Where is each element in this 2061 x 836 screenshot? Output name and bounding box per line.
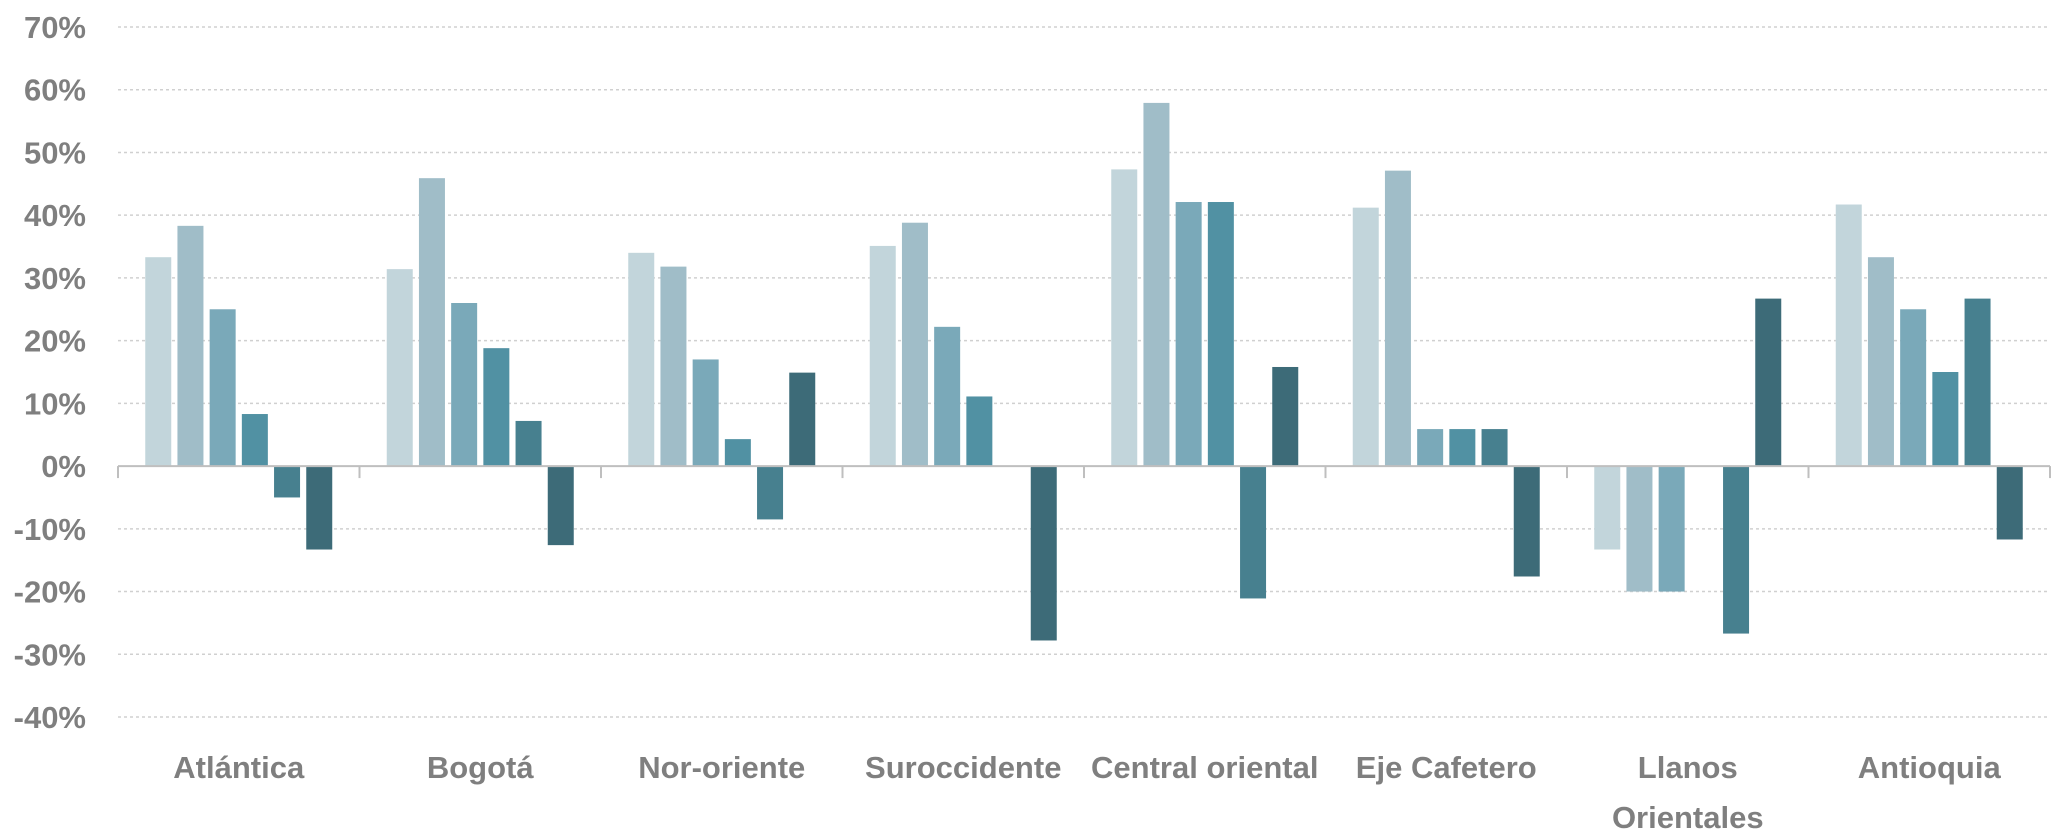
bar	[789, 372, 816, 467]
bar	[274, 466, 301, 498]
bar	[1384, 170, 1411, 467]
bar	[1352, 207, 1379, 467]
bar	[483, 348, 510, 467]
bar	[660, 266, 687, 467]
bar	[934, 326, 961, 467]
bar	[1964, 298, 1991, 467]
bar	[515, 420, 542, 467]
bar	[547, 466, 574, 546]
bar	[1030, 466, 1057, 641]
bar	[306, 466, 333, 550]
y-tick-label: -10%	[14, 512, 86, 547]
bar	[692, 359, 719, 467]
bar	[1835, 204, 1862, 467]
x-axis-category-labels: Atlántica Bogotá Nor-oriente Suroccidente Ce…	[173, 750, 2001, 835]
x-category-label: Nor-oriente	[638, 750, 805, 785]
bar	[724, 439, 751, 467]
bar	[241, 414, 268, 467]
bar	[145, 257, 172, 467]
y-tick-label: 40%	[24, 198, 86, 233]
bar	[1143, 102, 1170, 467]
bar	[1626, 466, 1653, 592]
bar	[451, 303, 478, 467]
bar	[1449, 429, 1476, 467]
bar	[1932, 372, 1959, 467]
bar	[628, 252, 655, 467]
bar	[1513, 466, 1540, 577]
x-category-label: Suroccidente	[865, 750, 1061, 785]
x-axis	[117, 465, 2051, 479]
bar	[177, 225, 204, 467]
bar	[418, 178, 445, 467]
x-category-label: Antioquia	[1858, 750, 2002, 785]
y-tick-label: -20%	[14, 575, 86, 610]
bar	[1207, 202, 1234, 467]
y-tick-label: 20%	[24, 324, 86, 359]
x-category-label: Orientales	[1612, 800, 1764, 835]
bar	[209, 309, 236, 467]
bar	[1996, 466, 2023, 540]
y-tick-label: 70%	[24, 10, 86, 45]
x-category-label: Llanos	[1638, 750, 1738, 785]
x-category-label: Central oriental	[1091, 750, 1318, 785]
bar	[1481, 429, 1508, 467]
y-axis-tick-labels: 70% 60% 50% 40% 30% 20% 10% 0% -10% -20% -30% -40%	[14, 10, 86, 735]
bar	[1111, 169, 1138, 467]
bar	[1723, 466, 1750, 634]
y-tick-label: 10%	[24, 386, 86, 421]
x-category-label: Atlántica	[173, 750, 305, 785]
bar	[1175, 202, 1202, 467]
y-tick-label: 60%	[24, 73, 86, 108]
bar	[1272, 366, 1299, 467]
x-category-label: Eje Cafetero	[1356, 750, 1537, 785]
y-tick-label: -40%	[14, 700, 86, 735]
bar	[1658, 466, 1685, 592]
y-tick-label: 0%	[41, 449, 86, 484]
bars	[145, 102, 2023, 641]
y-tick-label: -30%	[14, 637, 86, 672]
y-tick-label: 30%	[24, 261, 86, 296]
x-category-label: Bogotá	[427, 750, 535, 785]
bar	[869, 245, 896, 467]
y-tick-label: 50%	[24, 135, 86, 170]
bar	[901, 222, 928, 467]
bar	[386, 269, 413, 467]
bar	[1240, 466, 1267, 599]
bar	[966, 396, 993, 467]
bar	[1867, 257, 1894, 467]
bar	[1417, 429, 1444, 467]
bar	[1594, 466, 1621, 550]
bar	[1755, 298, 1782, 467]
bar	[1900, 309, 1927, 467]
bar	[757, 466, 784, 520]
